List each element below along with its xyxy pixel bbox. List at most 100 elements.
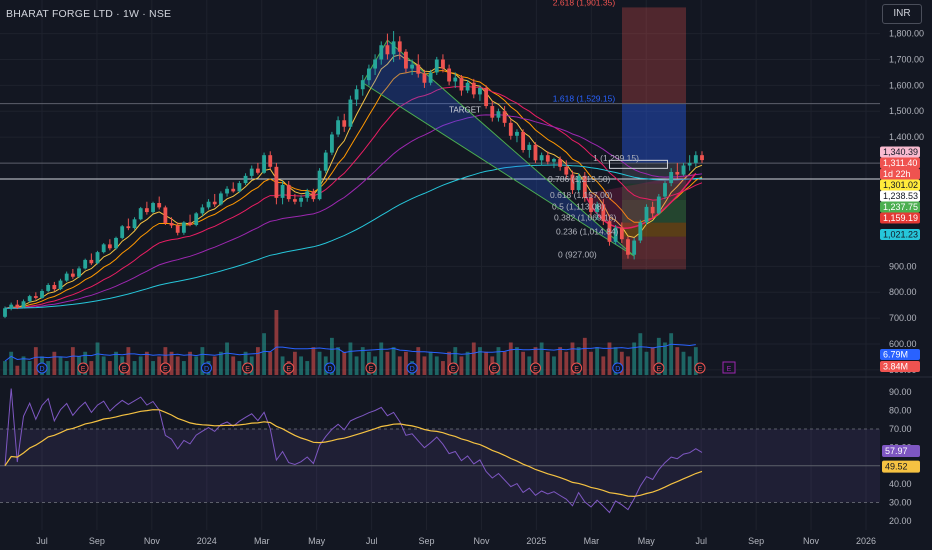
price-badge-label: 1,237.75 [883,202,918,212]
candle-body [576,175,581,191]
volume-bar [453,347,458,375]
candle-body [391,41,396,55]
price-badge [880,349,920,360]
candle-body [484,87,489,107]
candle-body [354,89,359,100]
volume-bar [502,351,507,375]
candle-body [453,77,458,82]
volume-bar [582,337,587,375]
candle-body [613,227,618,242]
candle-body [428,72,433,83]
time-tick-label: 2025 [526,536,546,546]
candle-body [502,111,507,123]
candle-body [373,59,378,69]
candle-body [539,155,544,161]
candle-body [434,59,439,73]
volume-bar [638,333,643,375]
volume-bar [169,351,174,375]
volume-bar [188,351,192,375]
candle-body [367,68,371,81]
candle-body [194,213,199,225]
volume-bar [644,351,649,375]
candle-body [262,155,266,173]
time-tick-label: Mar [584,536,600,546]
candle-body [317,170,322,200]
time-tick-label: Sep [748,536,764,546]
candle-body [83,259,88,269]
volume-bar [545,351,550,375]
rsi-tick-label: 40.00 [889,479,912,489]
volume-bar [428,351,433,375]
candle-body [89,259,94,264]
rsi-pane [0,388,880,514]
candle-body [342,120,347,127]
event-badge-circle [653,362,665,374]
volume-bar [225,342,229,375]
volume-bar [299,356,303,375]
volume-bar [175,356,180,375]
volume-bar [687,356,692,375]
event-badge-circle [77,362,89,374]
candles [3,31,704,319]
volume-bar [52,351,57,375]
candle-body [650,206,655,214]
volume-bar [311,347,316,375]
price-tick-label: 1,500.00 [889,106,924,116]
volume-bar [27,361,32,375]
event-badge-future-label: E [727,366,732,373]
volume-bar [360,347,365,375]
event-badge-future [722,361,736,374]
candle-body [379,45,384,60]
fib-zone-target-lower [622,103,686,164]
volume-bar [552,356,556,375]
candle-body [329,134,334,153]
time-tick-label: Mar [254,536,270,546]
price-badge [880,229,920,241]
volume-bar [601,356,606,375]
price-badge [880,361,920,372]
time-tick-label: Jul [36,536,48,546]
volume-bar [194,356,199,375]
time-tick-label: Nov [473,536,490,546]
candle-body [336,120,340,135]
candle-body [120,226,125,238]
volume-bar [292,351,297,375]
candle-body [163,207,168,223]
candle-body [441,59,445,69]
candle-body [323,152,328,171]
candle-body [508,122,513,136]
candle-body [126,226,131,229]
price-tick-label: 1,700.00 [889,54,924,64]
volume-bar [626,356,630,375]
volume-bar [595,347,600,375]
time-tick-label: Jul [695,536,707,546]
candle-body [305,191,310,198]
price-badge-label: 1,159.19 [883,213,918,223]
candle-body [114,237,118,249]
candle-body [397,41,402,52]
volume-bar [496,347,501,375]
time-tick-label: Sep [419,536,435,546]
volume-bar [336,347,340,375]
volume-bar [181,361,186,375]
price-tick-label: 700.00 [889,313,917,323]
time-tick-label: Nov [144,536,161,546]
candle-body [595,204,600,213]
price-tick-label: 900.00 [889,261,917,271]
candle-body [206,201,211,208]
currency-button[interactable]: INR [882,4,922,24]
candle-body [656,196,661,214]
fib-level-label: 0 (927.00) [558,249,597,259]
price-badge-label: 3.84M [883,362,908,372]
event-badge-label: D [410,366,415,373]
event-badge-circle [36,362,48,374]
candle-body [471,82,476,95]
volume-bar [397,356,402,375]
event-badge-label: E [286,366,291,373]
fib-zone-base [622,259,686,270]
volume-bar [570,342,575,375]
fib-level-label: 2.618 (1,901.35) [553,0,616,7]
event-badge-label: E [163,366,168,373]
